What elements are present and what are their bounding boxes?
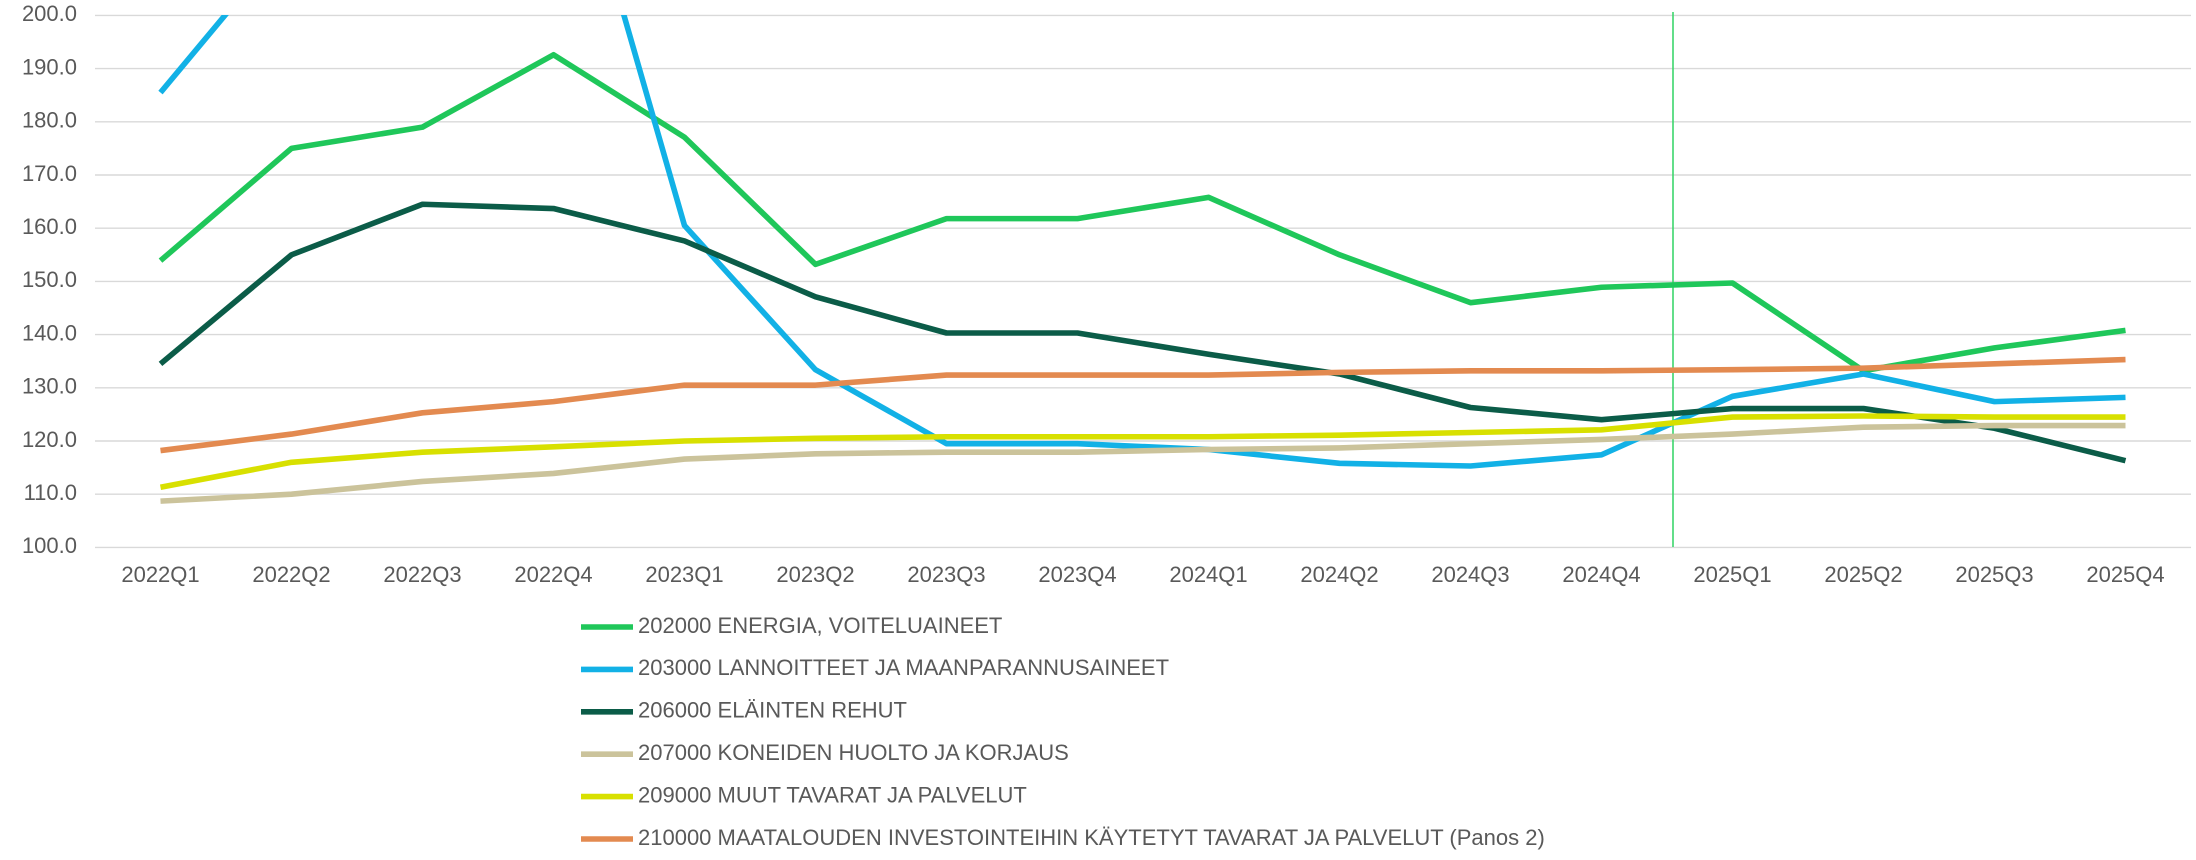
x-tick-label: 2025Q1 bbox=[1693, 562, 1771, 587]
legend-label: 210000 MAATALOUDEN INVESTOINTEIHIN KÄYTE… bbox=[638, 825, 1545, 850]
x-tick-label: 2024Q1 bbox=[1169, 562, 1247, 587]
y-tick-label: 100.0 bbox=[22, 533, 77, 558]
legend-label: 206000 ELÄINTEN REHUT bbox=[638, 698, 907, 723]
y-tick-label: 190.0 bbox=[22, 54, 77, 79]
x-tick-label: 2022Q1 bbox=[121, 562, 199, 587]
series-line bbox=[160, 356, 2126, 454]
x-tick-label: 2022Q2 bbox=[252, 562, 330, 587]
x-tick-label: 2025Q3 bbox=[1955, 562, 2033, 587]
legend-label: 209000 MUUT TAVARAT JA PALVELUT bbox=[638, 782, 1027, 807]
x-tick-label: 2024Q4 bbox=[1562, 562, 1640, 587]
legend-label: 203000 LANNOITTEET JA MAANPARANNUSAINEET bbox=[638, 655, 1169, 680]
x-tick-label: 2025Q2 bbox=[1824, 562, 1902, 587]
y-tick-label: 160.0 bbox=[22, 214, 77, 239]
series-line bbox=[159, 413, 2126, 491]
x-tick-label: 2022Q4 bbox=[514, 562, 592, 587]
y-tick-label: 170.0 bbox=[22, 161, 77, 186]
series-line bbox=[158, 201, 2127, 464]
y-tick-label: 200.0 bbox=[22, 1, 77, 26]
legend-label: 202000 ENERGIA, VOITELUAINEET bbox=[638, 613, 1002, 638]
legend-label: 207000 KONEIDEN HUOLTO JA KORJAUS bbox=[638, 740, 1069, 765]
x-tick-label: 2023Q3 bbox=[907, 562, 985, 587]
series-line bbox=[158, 15, 2126, 469]
series-line bbox=[158, 51, 2126, 374]
y-tick-label: 120.0 bbox=[22, 427, 77, 452]
series-line bbox=[160, 422, 2126, 504]
x-tick-label: 2025Q4 bbox=[2086, 562, 2164, 587]
y-tick-label: 180.0 bbox=[22, 108, 77, 133]
x-tick-label: 2022Q3 bbox=[383, 562, 461, 587]
y-tick-label: 140.0 bbox=[22, 320, 77, 345]
x-tick-label: 2023Q2 bbox=[776, 562, 854, 587]
x-tick-label: 2024Q2 bbox=[1300, 562, 1378, 587]
y-tick-label: 150.0 bbox=[22, 267, 77, 292]
x-tick-label: 2024Q3 bbox=[1431, 562, 1509, 587]
y-tick-label: 130.0 bbox=[22, 374, 77, 399]
x-tick-label: 2023Q4 bbox=[1038, 562, 1116, 587]
y-tick-label: 110.0 bbox=[24, 480, 77, 505]
x-tick-label: 2023Q1 bbox=[645, 562, 723, 587]
